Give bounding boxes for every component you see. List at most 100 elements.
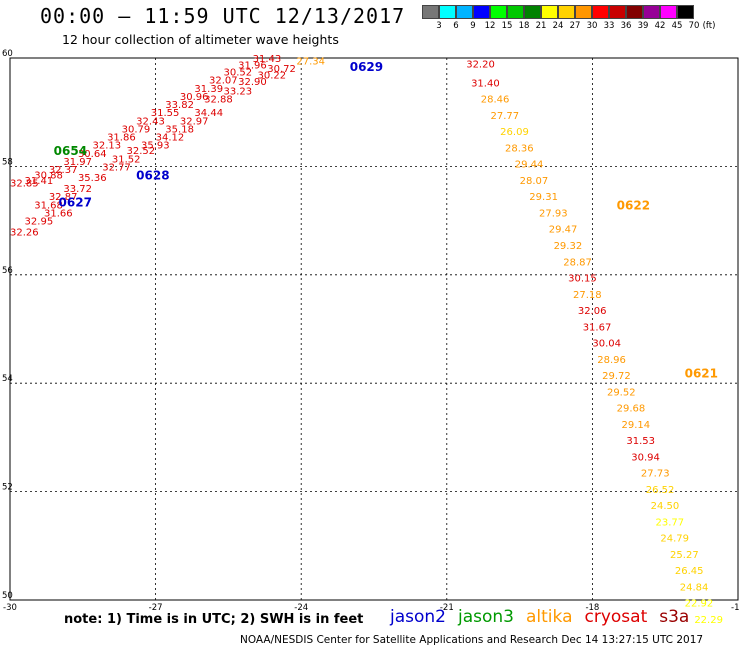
wave-height-point: 33.23: [224, 87, 253, 98]
color-scale-label: 6: [453, 21, 459, 31]
wave-height-point: 31.68: [34, 200, 63, 211]
wave-height-point: 35.36: [78, 173, 107, 184]
color-scale-label: (ft): [702, 21, 716, 31]
wave-height-point: 30.64: [78, 149, 107, 160]
wave-height-point: 31.86: [107, 133, 136, 144]
y-tick-label: 58: [2, 157, 13, 167]
plot-frame: [9, 57, 739, 601]
wave-height-point: 27.77: [490, 111, 519, 122]
wave-height-point: 30.94: [631, 452, 660, 463]
x-tick-label: -15: [731, 603, 740, 613]
color-scale-label: 45: [671, 21, 683, 31]
pass-label: 0629: [350, 60, 383, 74]
wave-height-point: 30.96: [180, 92, 209, 103]
wave-height-point: 25.27: [670, 550, 699, 561]
color-scale-label: 21: [535, 21, 547, 31]
wave-height-point: 22.92: [685, 599, 714, 610]
wave-height-point: 32.07: [209, 76, 238, 87]
pass-label: 0654: [54, 144, 87, 158]
wave-height-point: 24.50: [651, 501, 680, 512]
pass-label: 0628: [136, 169, 169, 183]
color-scale-label: 9: [470, 21, 476, 31]
wave-height-point: 28.87: [563, 257, 592, 268]
x-tick-label: -24: [294, 603, 308, 613]
wave-height-point: 32.95: [25, 217, 54, 228]
wave-height-point: 33.72: [63, 184, 92, 195]
color-scale-swatch: [558, 5, 575, 19]
color-scale-swatch: [609, 5, 626, 19]
wave-height-point: 31.43: [253, 54, 282, 65]
y-tick-label: 60: [2, 49, 13, 59]
color-scale: 3 6 9 12 15 18 21 24 27 30 33 36 39 42 45 70 (ft): [422, 5, 715, 31]
wave-height-point: 30.52: [224, 68, 253, 79]
wave-height-point: 24.79: [660, 534, 689, 545]
wave-height-point: 32.20: [466, 59, 495, 70]
wave-height-point: 32.26: [10, 227, 39, 238]
wave-height-point: 26.45: [675, 566, 704, 577]
wave-height-point: 29.31: [529, 192, 558, 203]
color-scale-label: 27: [569, 21, 581, 31]
color-scale-swatch: [592, 5, 609, 19]
x-tick-label: -30: [3, 603, 17, 613]
wave-height-point: 32.90: [238, 77, 267, 88]
wave-height-point: 34.44: [194, 108, 223, 119]
pass-label: 0627: [59, 196, 92, 210]
wave-height-point: 29.44: [515, 160, 544, 171]
y-tick-label: 50: [2, 591, 13, 601]
wave-height-point: 23.77: [655, 517, 684, 528]
wave-height-point: 31.96: [238, 61, 267, 72]
color-scale-swatch: [490, 5, 507, 19]
wave-height-point: 28.07: [520, 176, 549, 187]
wave-height-point: 29.68: [617, 404, 646, 415]
wave-height-point: 29.52: [607, 387, 636, 398]
legend-entry: s3a: [659, 607, 690, 627]
color-scale-label: 18: [518, 21, 530, 31]
color-scale-swatch: [422, 5, 439, 19]
legend-entry: cryosat: [584, 607, 648, 627]
wave-height-point: 29.47: [549, 225, 578, 236]
wave-height-point: 24.84: [680, 582, 709, 593]
legend-entry: altika: [526, 607, 573, 627]
wave-height-point: 32.88: [204, 95, 233, 106]
wave-height-point: 31.67: [583, 322, 612, 333]
color-scale-swatch: [643, 5, 660, 19]
color-scale-label: 36: [620, 21, 632, 31]
wave-height-point: 31.53: [626, 436, 655, 447]
wave-height-point: 31.52: [112, 154, 141, 165]
wave-height-point: 31.39: [194, 84, 223, 95]
y-tick-label: 56: [2, 266, 13, 276]
color-scale-swatch: [473, 5, 490, 19]
color-scale-swatch: [626, 5, 643, 19]
pass-label: 0621: [685, 366, 718, 380]
wave-height-point: 26.09: [500, 127, 529, 138]
x-tick-label: -27: [149, 603, 163, 613]
wave-height-point: 30.22: [258, 70, 287, 81]
x-tick-label: -18: [585, 603, 599, 613]
wave-height-point: 29.14: [622, 420, 651, 431]
wave-height-point: 31.40: [471, 78, 500, 89]
wave-height-point: 26.52: [646, 485, 675, 496]
color-scale-swatch: [541, 5, 558, 19]
wave-height-point: 30.72: [267, 64, 296, 75]
pass-label: 0622: [617, 198, 650, 212]
footer-credit: NOAA/NESDIS Center for Satellite Applica…: [240, 634, 704, 646]
page-title: 00:00 – 11:59 UTC 12/13/2017: [40, 4, 406, 28]
color-scale-label: 30: [586, 21, 598, 31]
color-scale-swatch: [677, 5, 694, 19]
wave-height-point: 32.85: [10, 179, 39, 190]
legend-entry: jason3: [458, 607, 514, 627]
color-scale-label: 24: [552, 21, 564, 31]
wave-height-point: 31.66: [44, 208, 73, 219]
color-scale-swatch: [439, 5, 456, 19]
wave-height-point: 28.46: [481, 95, 510, 106]
wave-height-point: 31.55: [151, 108, 180, 119]
color-scale-swatch: [507, 5, 524, 19]
wave-height-point: 32.06: [578, 306, 607, 317]
wave-height-point: 27.73: [641, 469, 670, 480]
wave-height-point: 32.77: [102, 162, 131, 173]
wave-height-point: 30.15: [568, 274, 597, 285]
color-scale-boxes: [422, 5, 694, 19]
color-scale-labels: 3 6 9 12 15 18 21 24 27 30 33 36 39 42 45 70 (ft): [422, 19, 715, 31]
wave-height-point: 29.32: [554, 241, 583, 252]
